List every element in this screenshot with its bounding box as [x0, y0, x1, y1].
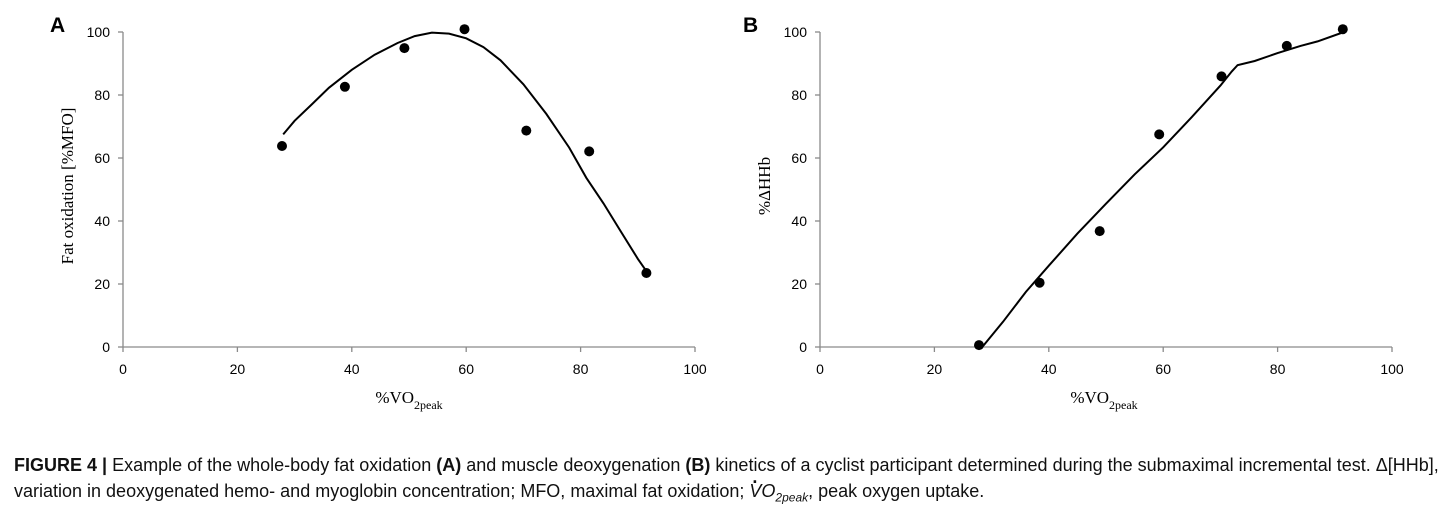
panel-b-data-point — [1094, 226, 1105, 237]
panel-b-letter: B — [743, 14, 758, 37]
panel-b-data-point — [974, 340, 984, 351]
panel-a-x-tick-label: 20 — [230, 361, 246, 377]
panel-a-y-tick-label: 20 — [94, 276, 110, 292]
panel-a-x-axis-title-sub: 2peak — [414, 398, 443, 412]
panel-a-x-tick-label: 0 — [119, 361, 127, 377]
caption-vo2-v: V — [749, 469, 761, 504]
chart-panel-a: A 0 20 40 60 80 100 0 20 40 60 80 100 Fat oxidation… — [50, 14, 707, 412]
panel-a-y-tick-label: 100 — [87, 24, 111, 40]
panel-b-ticks: 0 20 40 60 80 100 0 20 40 60 80 100 — [784, 24, 1404, 377]
panel-a-fit-line — [282, 31, 651, 276]
panel-a-y-axis-title: Fat oxidation [%MFO] — [58, 108, 77, 265]
panel-a-x-axis-title-main: %VO — [375, 388, 414, 407]
panel-a-marks — [277, 24, 652, 278]
panel-b-x-axis-title: %VO2peak — [1070, 388, 1137, 412]
caption-vo2-symbol: VO2peak — [749, 469, 808, 505]
panel-b-y-tick-label: 60 — [791, 150, 807, 166]
panel-a-letter: A — [50, 14, 65, 37]
panel-b-y-tick-label: 40 — [791, 213, 807, 229]
caption-text-3: kinetics of a cyclist participant determ… — [14, 455, 1439, 501]
panel-b-marks — [974, 24, 1348, 351]
panel-b-y-tick-label: 80 — [791, 87, 807, 103]
panel-a-data-point — [277, 141, 287, 151]
panel-a-data-point — [339, 81, 350, 92]
figure-charts: A 0 20 40 60 80 100 0 20 40 60 80 100 Fat oxidation… — [50, 14, 1404, 412]
panel-b-x-axis-title-main: %VO — [1070, 388, 1109, 407]
panel-b-data-point — [1034, 277, 1045, 288]
panel-b-y-tick-label: 0 — [799, 339, 807, 355]
panel-b-y-axis-title: %ΔHHb — [755, 157, 774, 215]
panel-b-y-tick-label: 20 — [791, 276, 807, 292]
caption-bold-a: (A) — [436, 455, 462, 475]
panel-b-x-tick-label: 100 — [1380, 361, 1404, 377]
panel-a-data-point — [399, 43, 410, 54]
panel-b-data-point — [1337, 24, 1348, 35]
caption-bold-b: (B) — [685, 455, 711, 475]
panel-a-data-point — [521, 125, 532, 136]
panel-a-x-tick-label: 40 — [344, 361, 360, 377]
panel-b-fit-line — [982, 31, 1345, 347]
chart-panel-b: B 0 20 40 60 80 100 0 20 40 60 80 100 %ΔHHb %VO2pea… — [743, 14, 1404, 412]
panel-a-x-tick-label: 80 — [573, 361, 589, 377]
panel-a-x-tick-label: 60 — [458, 361, 474, 377]
caption-text-1: Example of the whole-body fat oxidation — [107, 455, 437, 475]
panel-b-x-tick-label: 20 — [927, 361, 943, 377]
panel-b-data-point — [1154, 129, 1165, 140]
panel-b-data-point — [1281, 40, 1292, 51]
caption-vo2-sub: 2peak — [775, 490, 809, 505]
panel-a-y-tick-label: 0 — [102, 339, 110, 355]
figure-caption: FIGURE 4 | Example of the whole-body fat… — [14, 452, 1444, 511]
panel-b-x-tick-label: 80 — [1270, 361, 1286, 377]
caption-label: FIGURE 4 | — [14, 455, 108, 475]
panel-b-x-tick-label: 40 — [1041, 361, 1057, 377]
caption-vo2-o: O — [761, 481, 776, 501]
panel-b-x-tick-label: 60 — [1155, 361, 1171, 377]
panel-b-x-tick-label: 0 — [816, 361, 824, 377]
panel-a-y-tick-label: 60 — [94, 150, 110, 166]
panel-a-ticks: 0 20 40 60 80 100 0 20 40 60 80 100 — [87, 24, 707, 377]
panel-a-x-tick-label: 100 — [683, 361, 707, 377]
panel-b-data-point — [1216, 71, 1227, 82]
panel-a-data-point — [641, 268, 652, 278]
panel-a-y-tick-label: 40 — [94, 213, 110, 229]
caption-text-2: and muscle deoxygenation — [461, 455, 686, 475]
panel-a-x-axis-title: %VO2peak — [375, 388, 442, 412]
caption-text-4: , peak oxygen uptake. — [808, 481, 985, 501]
panel-a-data-point — [459, 24, 470, 35]
panel-a-y-tick-label: 80 — [94, 87, 110, 103]
panel-b-x-axis-title-sub: 2peak — [1109, 398, 1138, 412]
panel-a-data-point — [584, 146, 595, 157]
panel-b-y-tick-label: 100 — [784, 24, 808, 40]
